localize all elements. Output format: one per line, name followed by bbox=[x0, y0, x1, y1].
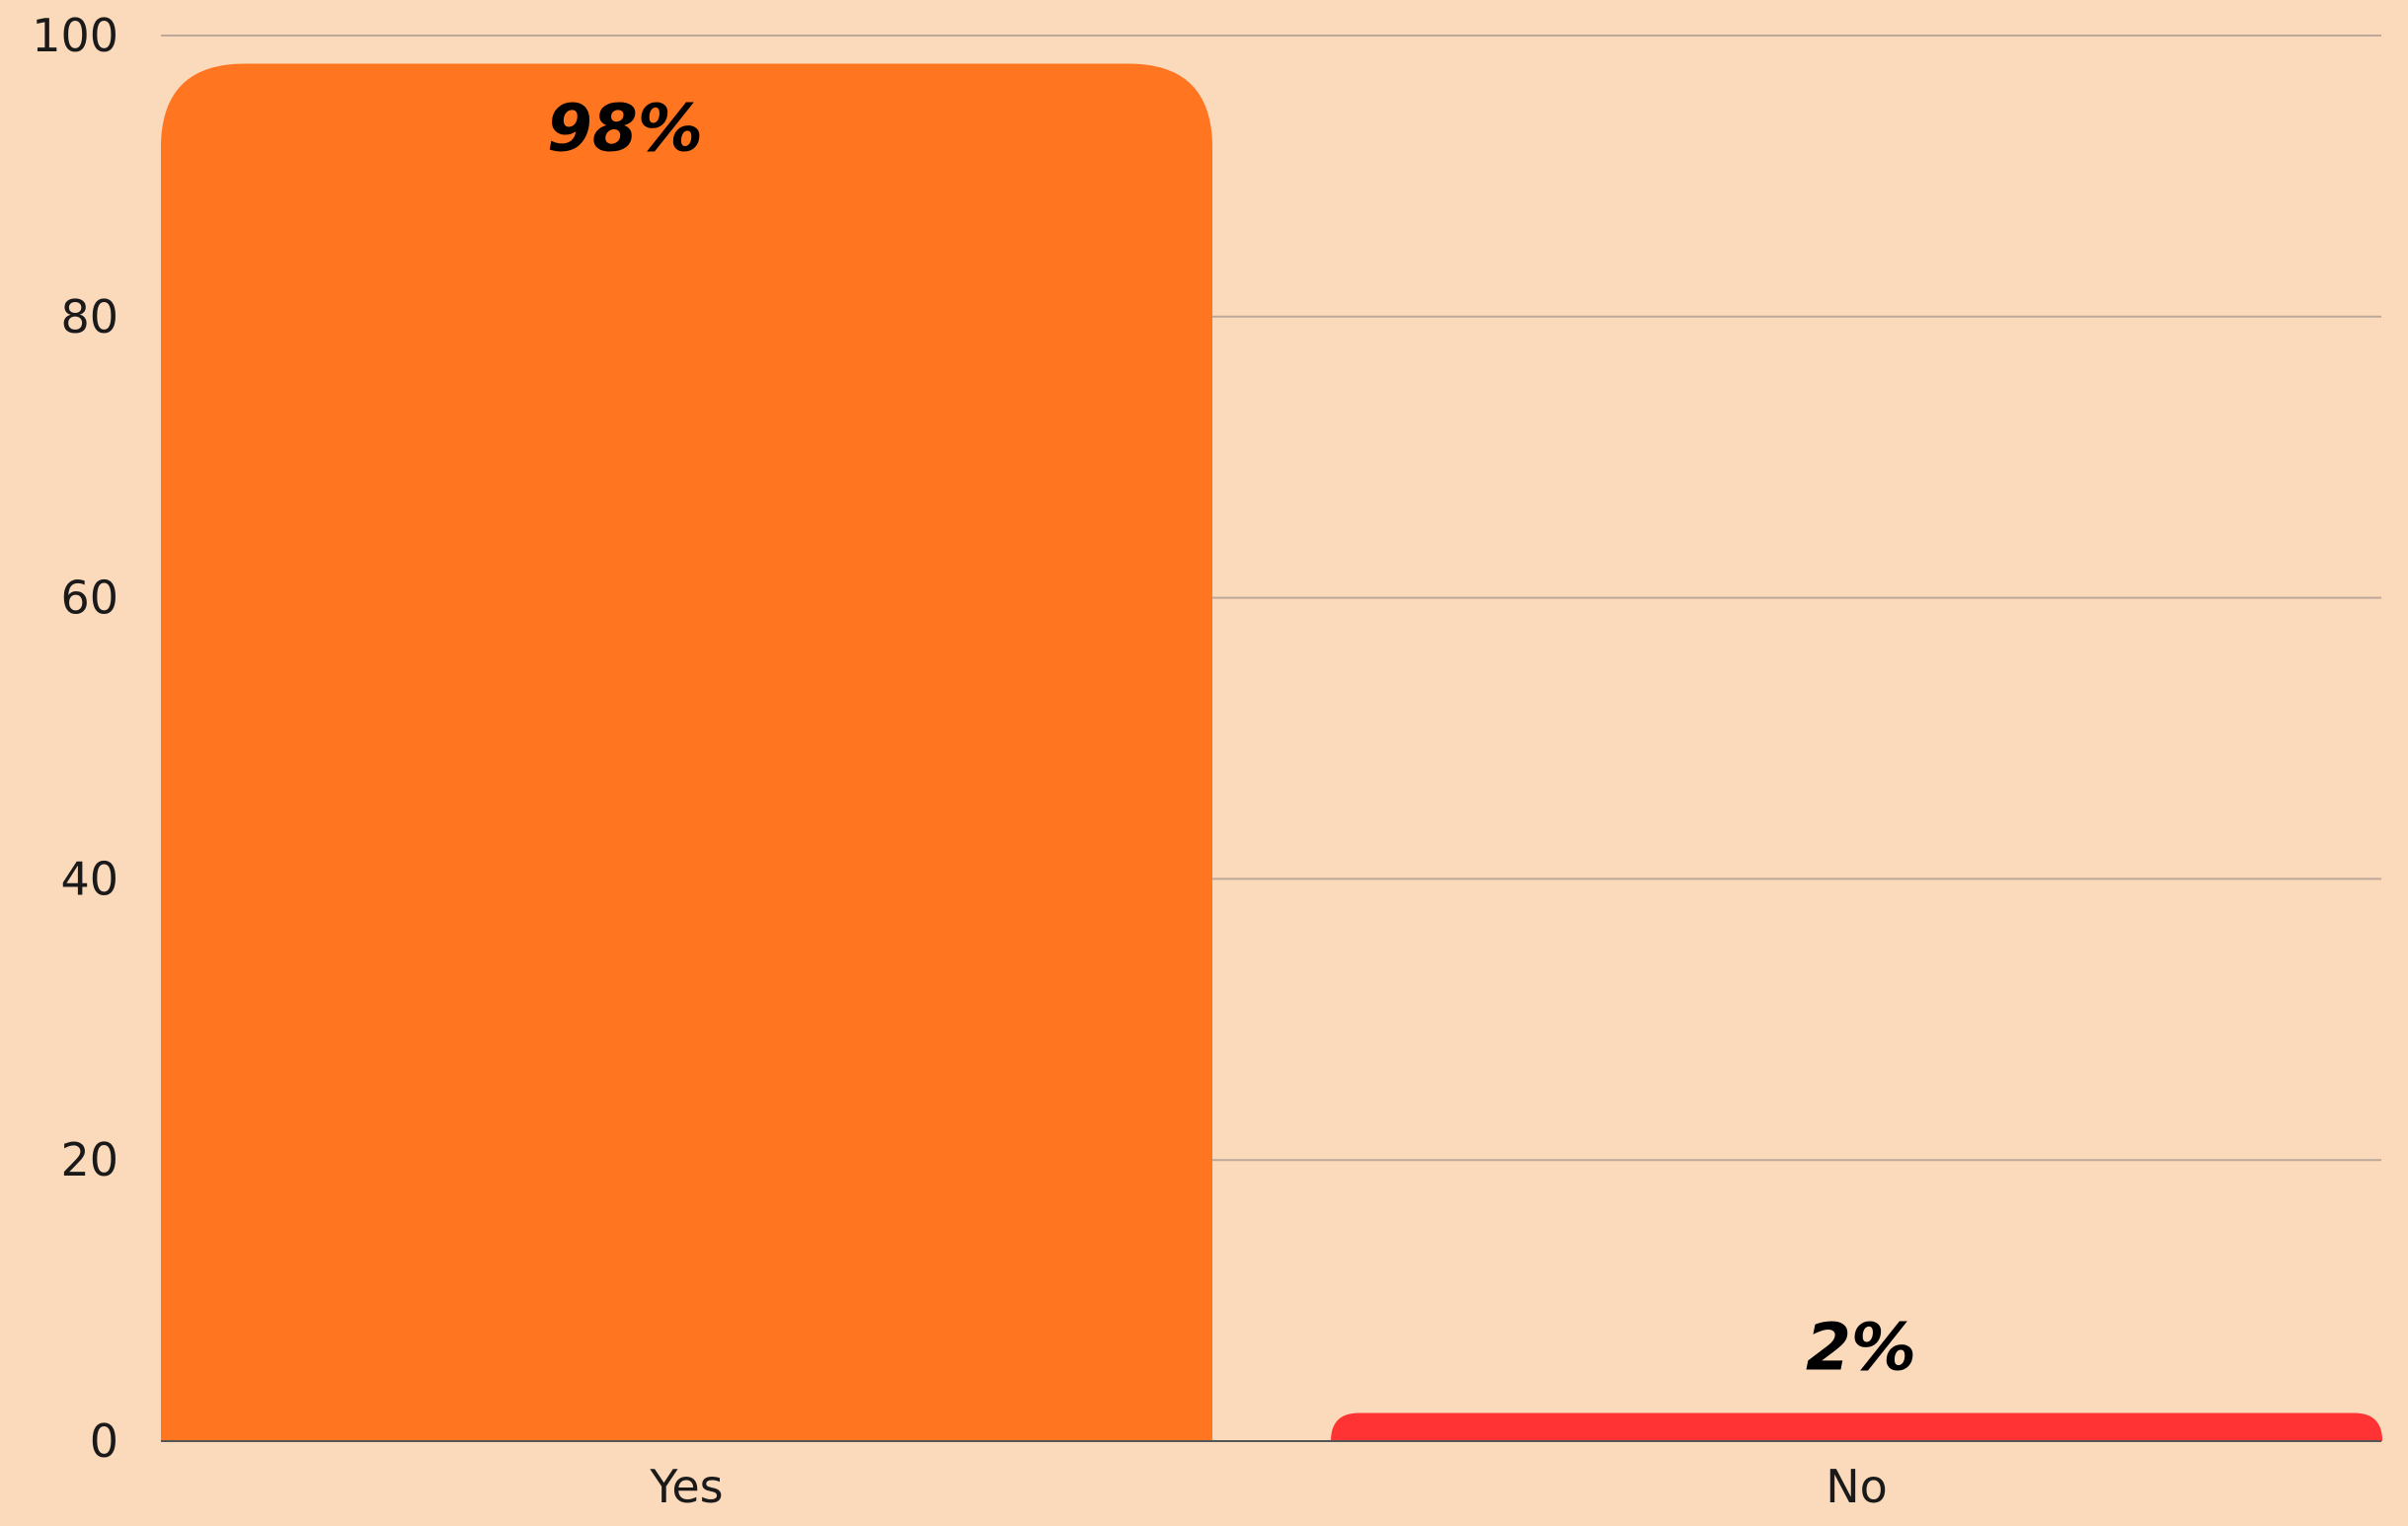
y-axis-tick-labels: 0 20 40 60 80 100 bbox=[32, 9, 118, 1468]
bar-yes bbox=[161, 63, 1212, 1442]
y-tick-label-20: 20 bbox=[60, 1133, 118, 1186]
y-tick-label-60: 60 bbox=[60, 572, 118, 625]
data-label-no: 2% bbox=[1806, 1310, 1916, 1386]
data-label-yes: 98% bbox=[547, 90, 703, 166]
y-tick-label-80: 80 bbox=[60, 290, 118, 343]
y-tick-label-100: 100 bbox=[32, 9, 118, 62]
x-category-label-no: No bbox=[1825, 1460, 1888, 1513]
x-category-label-yes: Yes bbox=[649, 1460, 723, 1513]
x-axis-category-labels: Yes No bbox=[649, 1460, 1887, 1513]
y-tick-label-0: 0 bbox=[90, 1414, 118, 1468]
bars bbox=[161, 63, 2382, 1442]
data-labels: 98% 2% bbox=[547, 90, 1916, 1385]
bar-no bbox=[1331, 1412, 2382, 1441]
y-tick-label-40: 40 bbox=[60, 852, 118, 905]
